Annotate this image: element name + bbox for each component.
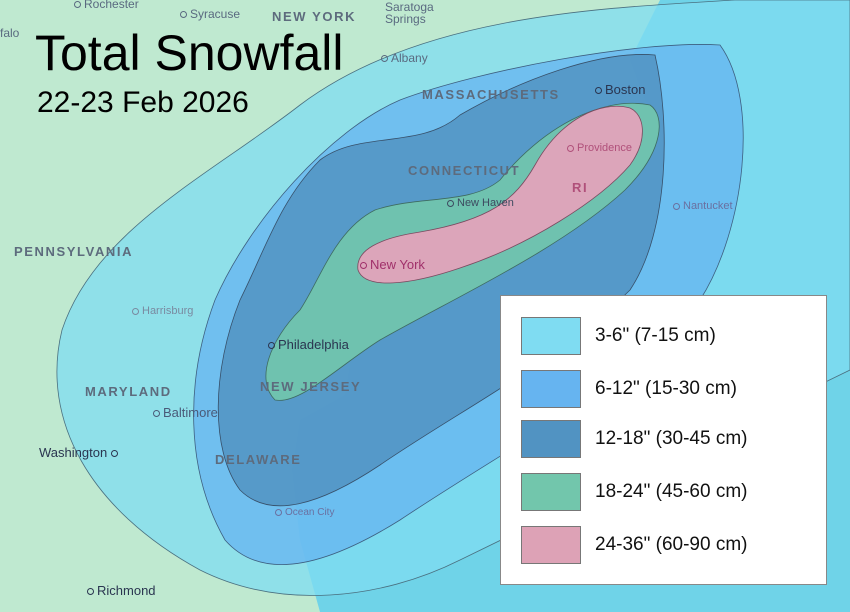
city-label: Richmond xyxy=(97,583,156,598)
city-marker-icon xyxy=(567,144,574,152)
legend-label: 6-12" (15-30 cm) xyxy=(595,378,737,399)
legend-item-6-12: 6-12" (15-30 cm) xyxy=(521,369,737,409)
city-marker-icon xyxy=(87,588,94,596)
legend-label: 12-18" (30-45 cm) xyxy=(595,428,748,449)
legend-item-18-24: 18-24" (45-60 cm) xyxy=(521,472,747,512)
city-label: Providence xyxy=(577,142,633,154)
city-label: Rochester xyxy=(84,0,139,11)
city-label: Ocean City xyxy=(285,507,335,518)
city-marker-icon xyxy=(275,508,282,516)
map-subtitle: 22-23 Feb 2026 xyxy=(37,86,249,119)
city-boston: Boston xyxy=(595,83,645,97)
city-ocean-city: Ocean City xyxy=(275,506,334,520)
legend-label: 3-6" (7-15 cm) xyxy=(595,325,716,346)
city-label: Boston xyxy=(605,82,646,97)
city-marker-icon xyxy=(111,450,119,458)
city-marker-icon xyxy=(595,87,602,95)
state-label-pennsylvania: PENNSYLVANIA xyxy=(14,244,134,259)
city-baltimore: Baltimore xyxy=(153,406,218,420)
city-label: Saratoga Springs xyxy=(385,0,434,26)
city-label: New York xyxy=(370,257,425,272)
state-label-new-jersey: NEW JERSEY xyxy=(260,379,362,394)
city-rochester: Rochester xyxy=(74,0,139,11)
state-label-connecticut: CONNECTICUT xyxy=(408,163,521,178)
city-marker-icon xyxy=(132,307,139,315)
legend-swatch xyxy=(521,370,581,408)
city-new-york: New York xyxy=(360,258,425,272)
city-marker-icon xyxy=(180,11,187,19)
city-washington: Washington xyxy=(39,446,121,460)
city-providence: Providence xyxy=(567,141,632,155)
legend: 3-6" (7-15 cm) 6-12" (15-30 cm) 12-18" (… xyxy=(500,295,827,585)
city-syracuse: Syracuse xyxy=(180,7,240,21)
city-nantucket: Nantucket xyxy=(673,199,733,213)
city-marker-icon xyxy=(381,55,388,63)
map-title: Total Snowfall xyxy=(35,25,344,81)
legend-item-24-36: 24-36" (60-90 cm) xyxy=(521,525,747,565)
city-label: Baltimore xyxy=(163,405,218,420)
city-marker-icon xyxy=(447,199,454,207)
city-label: Nantucket xyxy=(683,200,733,212)
city-richmond: Richmond xyxy=(87,584,156,598)
state-label-new-york: NEW YORK xyxy=(272,9,357,24)
legend-label: 24-36" (60-90 cm) xyxy=(595,534,748,555)
legend-label: 18-24" (45-60 cm) xyxy=(595,481,748,502)
city-philadelphia: Philadelphia xyxy=(268,338,349,352)
state-label-delaware: DELAWARE xyxy=(215,452,302,467)
legend-swatch xyxy=(521,526,581,564)
city-marker-icon xyxy=(153,410,160,418)
city-marker-icon xyxy=(74,1,81,9)
city-harrisburg: Harrisburg xyxy=(132,304,193,318)
legend-item-12-18: 12-18" (30-45 cm) xyxy=(521,419,747,459)
city-saratoga-springs: Saratoga Springs xyxy=(385,1,445,25)
city-marker-icon xyxy=(673,202,680,210)
state-label-maryland: MARYLAND xyxy=(85,384,172,399)
city-buffalo: falo xyxy=(0,26,19,40)
legend-swatch xyxy=(521,317,581,355)
city-label: New Haven xyxy=(457,197,514,209)
city-marker-icon xyxy=(360,262,367,270)
city-label: Albany xyxy=(391,51,428,65)
state-label-massachusetts: MASSACHUSETTS xyxy=(422,87,560,102)
legend-item-3-6: 3-6" (7-15 cm) xyxy=(521,316,716,356)
city-label: Harrisburg xyxy=(142,305,194,317)
legend-swatch xyxy=(521,473,581,511)
city-label: Washington xyxy=(39,445,108,460)
city-label: falo xyxy=(0,26,20,40)
state-label-rhode-island: RI xyxy=(572,180,589,195)
city-marker-icon xyxy=(268,342,275,350)
city-albany: Albany xyxy=(381,51,428,65)
city-new-haven: New Haven xyxy=(447,196,514,210)
legend-swatch xyxy=(521,420,581,458)
city-label: Syracuse xyxy=(190,7,241,21)
city-label: Philadelphia xyxy=(278,337,349,352)
